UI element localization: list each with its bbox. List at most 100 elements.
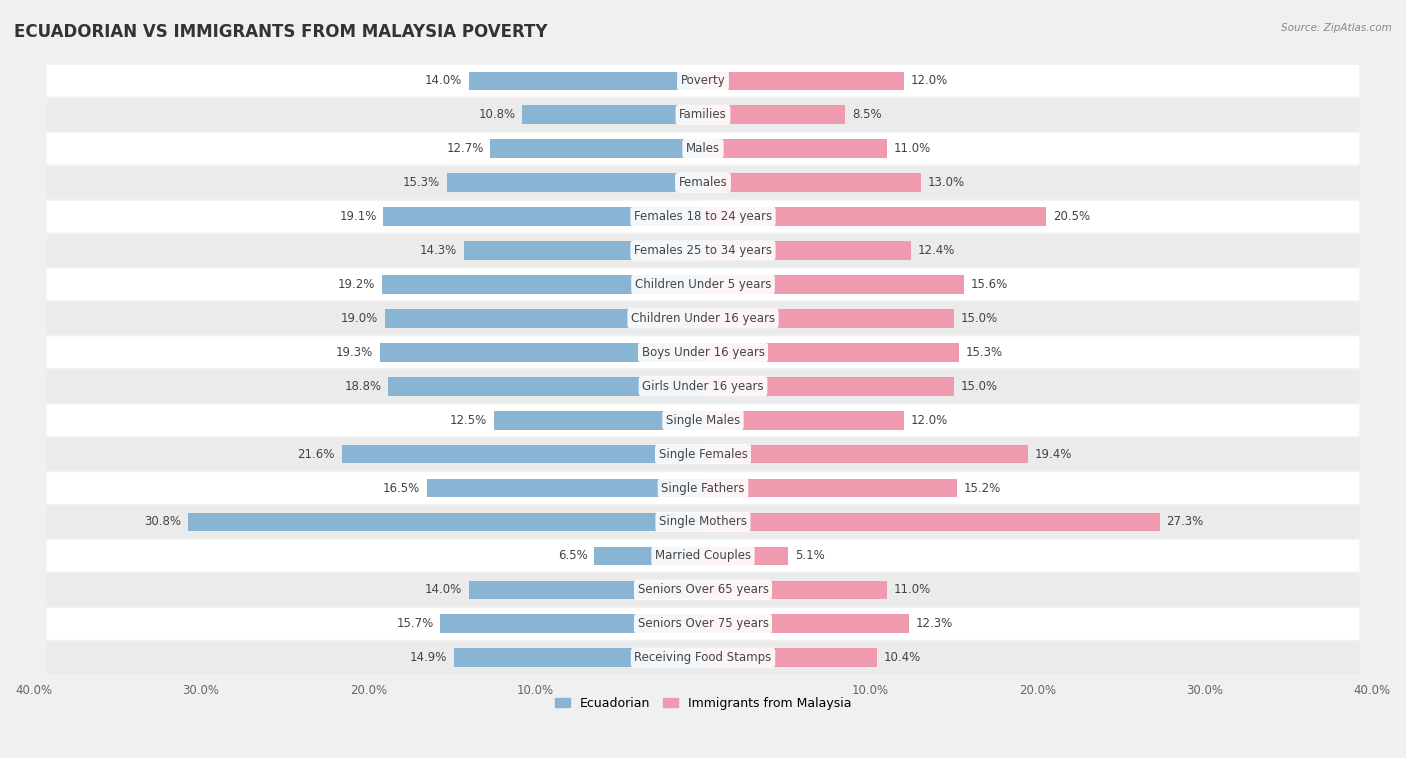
Bar [703, 174, 921, 192]
Text: Girls Under 16 years: Girls Under 16 years [643, 380, 763, 393]
Bar [381, 275, 703, 294]
Text: Single Males: Single Males [666, 414, 740, 427]
Text: Single Mothers: Single Mothers [659, 515, 747, 528]
Text: 12.7%: 12.7% [446, 143, 484, 155]
FancyBboxPatch shape [46, 608, 1360, 640]
Text: Receiving Food Stamps: Receiving Food Stamps [634, 651, 772, 664]
Bar [703, 581, 887, 599]
Text: 15.0%: 15.0% [960, 312, 998, 325]
Bar [522, 105, 703, 124]
FancyBboxPatch shape [46, 302, 1360, 334]
FancyBboxPatch shape [46, 65, 1360, 97]
Text: 10.4%: 10.4% [884, 651, 921, 664]
Text: 20.5%: 20.5% [1053, 210, 1090, 223]
Bar [703, 479, 957, 497]
Bar [703, 648, 877, 667]
Text: Single Fathers: Single Fathers [661, 481, 745, 494]
Text: 14.9%: 14.9% [409, 651, 447, 664]
Text: Poverty: Poverty [681, 74, 725, 87]
Bar [703, 615, 908, 633]
Bar [703, 547, 789, 565]
Text: 11.0%: 11.0% [894, 143, 931, 155]
Text: 15.2%: 15.2% [965, 481, 1001, 494]
Text: 15.6%: 15.6% [970, 278, 1008, 291]
Text: 21.6%: 21.6% [298, 448, 335, 461]
Text: 6.5%: 6.5% [558, 550, 588, 562]
Bar [385, 309, 703, 327]
Bar [384, 207, 703, 226]
Bar [494, 411, 703, 430]
Text: 12.3%: 12.3% [915, 617, 953, 631]
FancyBboxPatch shape [46, 472, 1360, 504]
Bar [703, 445, 1028, 463]
Text: 12.0%: 12.0% [911, 414, 948, 427]
Text: 19.3%: 19.3% [336, 346, 374, 359]
Text: Females: Females [679, 176, 727, 190]
Bar [703, 275, 965, 294]
Text: Boys Under 16 years: Boys Under 16 years [641, 346, 765, 359]
FancyBboxPatch shape [46, 167, 1360, 199]
FancyBboxPatch shape [46, 133, 1360, 164]
Bar [703, 512, 1160, 531]
Bar [703, 105, 845, 124]
FancyBboxPatch shape [46, 540, 1360, 572]
Bar [454, 648, 703, 667]
FancyBboxPatch shape [46, 506, 1360, 538]
Bar [703, 309, 955, 327]
FancyBboxPatch shape [46, 337, 1360, 368]
Text: 18.8%: 18.8% [344, 380, 381, 393]
Text: 19.1%: 19.1% [339, 210, 377, 223]
Bar [703, 343, 959, 362]
Bar [464, 241, 703, 260]
Text: Source: ZipAtlas.com: Source: ZipAtlas.com [1281, 23, 1392, 33]
Bar [703, 377, 955, 396]
Text: Children Under 5 years: Children Under 5 years [634, 278, 772, 291]
Text: 15.0%: 15.0% [960, 380, 998, 393]
Text: 14.0%: 14.0% [425, 584, 463, 597]
Text: 14.0%: 14.0% [425, 74, 463, 87]
Bar [703, 139, 887, 158]
Bar [447, 174, 703, 192]
Bar [380, 343, 703, 362]
Text: 10.8%: 10.8% [478, 108, 516, 121]
Text: 5.1%: 5.1% [794, 550, 825, 562]
Bar [595, 547, 703, 565]
FancyBboxPatch shape [46, 574, 1360, 606]
FancyBboxPatch shape [46, 234, 1360, 267]
Text: 16.5%: 16.5% [382, 481, 420, 494]
Text: 14.3%: 14.3% [420, 244, 457, 257]
Bar [388, 377, 703, 396]
Bar [342, 445, 703, 463]
Text: Children Under 16 years: Children Under 16 years [631, 312, 775, 325]
Bar [703, 71, 904, 90]
Text: ECUADORIAN VS IMMIGRANTS FROM MALAYSIA POVERTY: ECUADORIAN VS IMMIGRANTS FROM MALAYSIA P… [14, 23, 547, 41]
Bar [440, 615, 703, 633]
Text: 15.7%: 15.7% [396, 617, 433, 631]
Bar [468, 581, 703, 599]
Text: 27.3%: 27.3% [1167, 515, 1204, 528]
Bar [703, 241, 911, 260]
Text: Married Couples: Married Couples [655, 550, 751, 562]
Text: Seniors Over 65 years: Seniors Over 65 years [637, 584, 769, 597]
FancyBboxPatch shape [46, 438, 1360, 470]
Text: 8.5%: 8.5% [852, 108, 882, 121]
Bar [187, 512, 703, 531]
Bar [703, 207, 1046, 226]
FancyBboxPatch shape [46, 268, 1360, 300]
FancyBboxPatch shape [46, 642, 1360, 674]
Text: 19.0%: 19.0% [342, 312, 378, 325]
Bar [427, 479, 703, 497]
Text: 30.8%: 30.8% [143, 515, 181, 528]
Bar [491, 139, 703, 158]
Text: Females 18 to 24 years: Females 18 to 24 years [634, 210, 772, 223]
Text: 19.4%: 19.4% [1035, 448, 1071, 461]
Text: Single Females: Single Females [658, 448, 748, 461]
Text: Families: Families [679, 108, 727, 121]
FancyBboxPatch shape [46, 404, 1360, 436]
Text: Females 25 to 34 years: Females 25 to 34 years [634, 244, 772, 257]
Text: 12.0%: 12.0% [911, 74, 948, 87]
Text: 15.3%: 15.3% [404, 176, 440, 190]
Bar [468, 71, 703, 90]
Bar [703, 411, 904, 430]
Text: Males: Males [686, 143, 720, 155]
